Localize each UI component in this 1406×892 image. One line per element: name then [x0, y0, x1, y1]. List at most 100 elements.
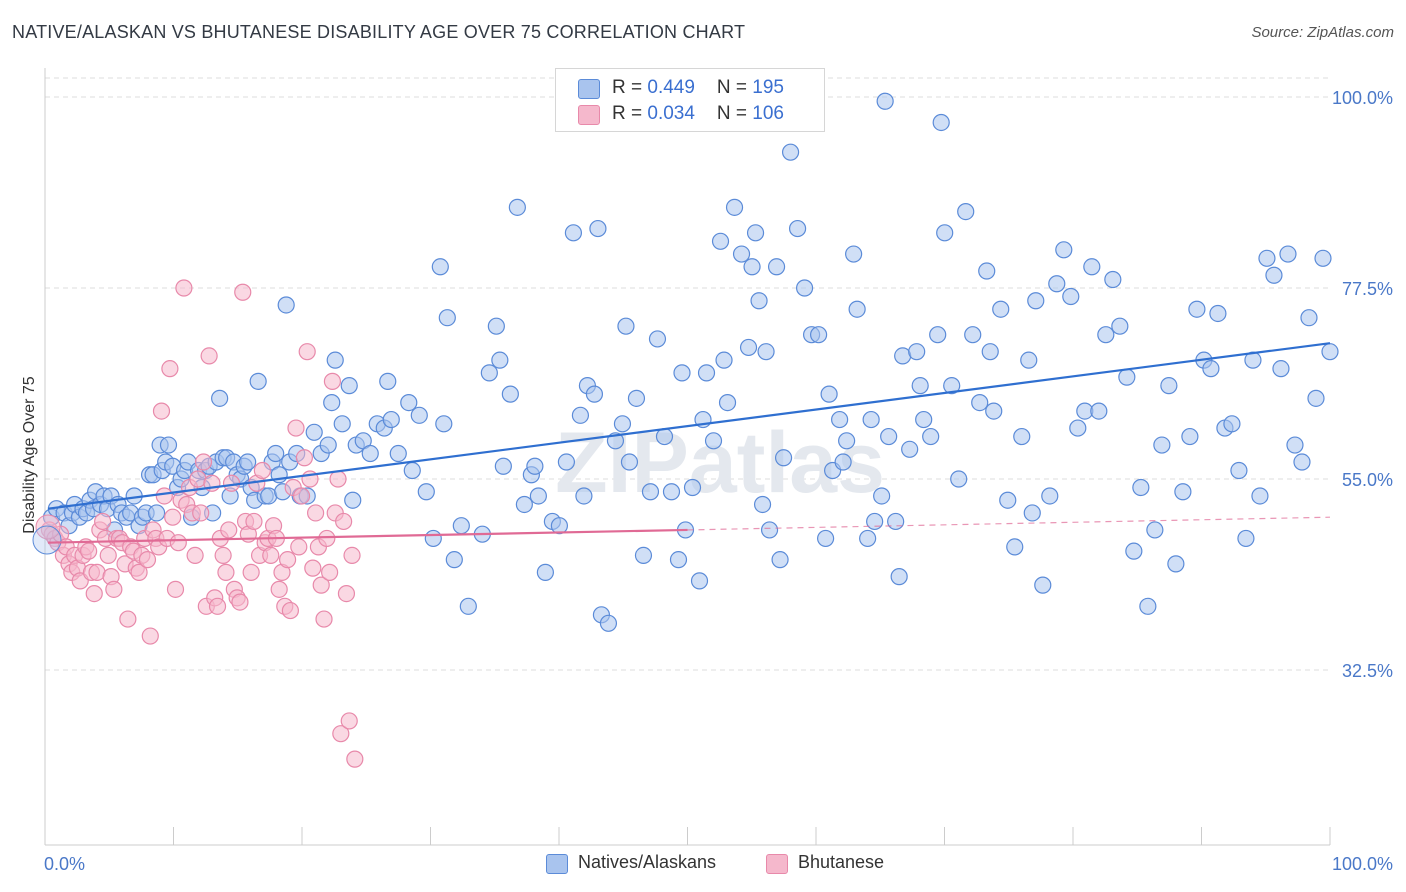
native-point [1111, 317, 1129, 335]
bhutanese-point [340, 712, 358, 730]
native-point [403, 461, 421, 480]
bhutanese-point [164, 508, 182, 526]
native-point [1104, 270, 1122, 289]
native-point [1230, 461, 1248, 480]
native-point [379, 372, 397, 390]
bhutanese-point [315, 610, 333, 628]
native-point [267, 444, 285, 463]
native-point [589, 219, 607, 238]
native-point [424, 529, 442, 548]
bhutanese-point [270, 580, 288, 598]
bhutanese-point [343, 546, 361, 565]
bhutanese-trend-line [47, 528, 688, 544]
bhutanese-point [166, 580, 185, 598]
native-point [669, 551, 688, 569]
bhutanese-point [292, 487, 311, 505]
native-point [834, 453, 852, 471]
native-point [617, 317, 635, 335]
native-point [641, 483, 660, 501]
native-point [1132, 478, 1150, 497]
native-point [305, 423, 323, 441]
native-point [1034, 576, 1052, 594]
native-point [774, 449, 793, 467]
native-point [1090, 402, 1108, 420]
bhutanese-point [192, 504, 210, 522]
legend-r-value: 0.449 [647, 77, 695, 98]
x-tick-label: 0.0% [44, 854, 85, 874]
native-point [323, 394, 341, 412]
native-point [743, 258, 761, 276]
native-point [417, 483, 435, 501]
bhutanese-point [287, 419, 305, 437]
native-point [876, 92, 894, 110]
native-point [859, 529, 877, 548]
native-point [887, 512, 905, 531]
native-point [971, 394, 989, 412]
bhutanese-point [312, 576, 330, 594]
native-point [1125, 542, 1143, 560]
native-point [1041, 487, 1059, 505]
native-point [575, 487, 593, 505]
native-point [648, 330, 667, 348]
native-point [1069, 419, 1087, 437]
native-point [1146, 521, 1164, 539]
native-point [1118, 368, 1136, 386]
native-point [319, 436, 337, 454]
native-point [911, 377, 929, 395]
bhutanese-point [242, 563, 260, 581]
legend-n-label: N = [716, 103, 753, 124]
native-point [340, 377, 358, 395]
native-point [501, 385, 519, 403]
series-legend: Natives/Alaskans Bhutanese [0, 852, 1406, 878]
native-point [1153, 436, 1171, 454]
native-point [862, 410, 880, 429]
source-label: Source: ZipAtlas.com [1251, 24, 1394, 41]
bhutanese-point [281, 601, 299, 620]
native-point [550, 517, 568, 535]
native-point [964, 326, 982, 344]
bhutanese-point [323, 372, 342, 390]
native-point [536, 563, 554, 581]
native-point [697, 364, 716, 382]
native-point [400, 394, 418, 412]
native-point [445, 551, 463, 569]
native-point [249, 372, 267, 390]
series-swatch-pink [766, 854, 788, 874]
legend-text-bhutanese: R = 0.034 N = 106 [612, 103, 784, 125]
bhutanese-point [152, 402, 171, 420]
native-point [880, 427, 898, 446]
native-point [718, 394, 737, 412]
bhutanese-point [186, 546, 204, 565]
native-point [627, 389, 646, 407]
native-point [831, 410, 849, 429]
native-point [950, 470, 968, 488]
native-point [732, 245, 751, 263]
native-point [1020, 351, 1038, 369]
native-point [929, 326, 947, 344]
native-point [529, 487, 547, 505]
legend-r-value: 0.034 [647, 103, 695, 124]
legend-n-value: 195 [752, 77, 784, 98]
native-point [1174, 483, 1192, 501]
native-point [957, 203, 975, 221]
x-tick-label: 100.0% [1332, 854, 1393, 874]
bhutanese-point [35, 514, 61, 540]
native-point [820, 385, 838, 403]
bhutanese-point [307, 504, 325, 522]
bhutanese-point [138, 551, 157, 569]
native-point [494, 457, 512, 475]
native-point [1055, 241, 1073, 259]
bhutanese-point [99, 546, 117, 565]
native-point [704, 432, 723, 450]
bhutanese-point [262, 546, 280, 565]
native-point [159, 436, 178, 454]
bhutanese-point [278, 551, 297, 569]
y-axis-title: Disability Age Over 75 [21, 376, 38, 534]
y-tick-label: 100.0% [1332, 88, 1393, 108]
native-point [992, 300, 1010, 318]
native-point [901, 440, 919, 458]
native-point [810, 326, 828, 344]
legend-n-label: N = [716, 77, 753, 98]
native-point [711, 232, 730, 250]
y-tick-label: 55.0% [1342, 470, 1393, 490]
